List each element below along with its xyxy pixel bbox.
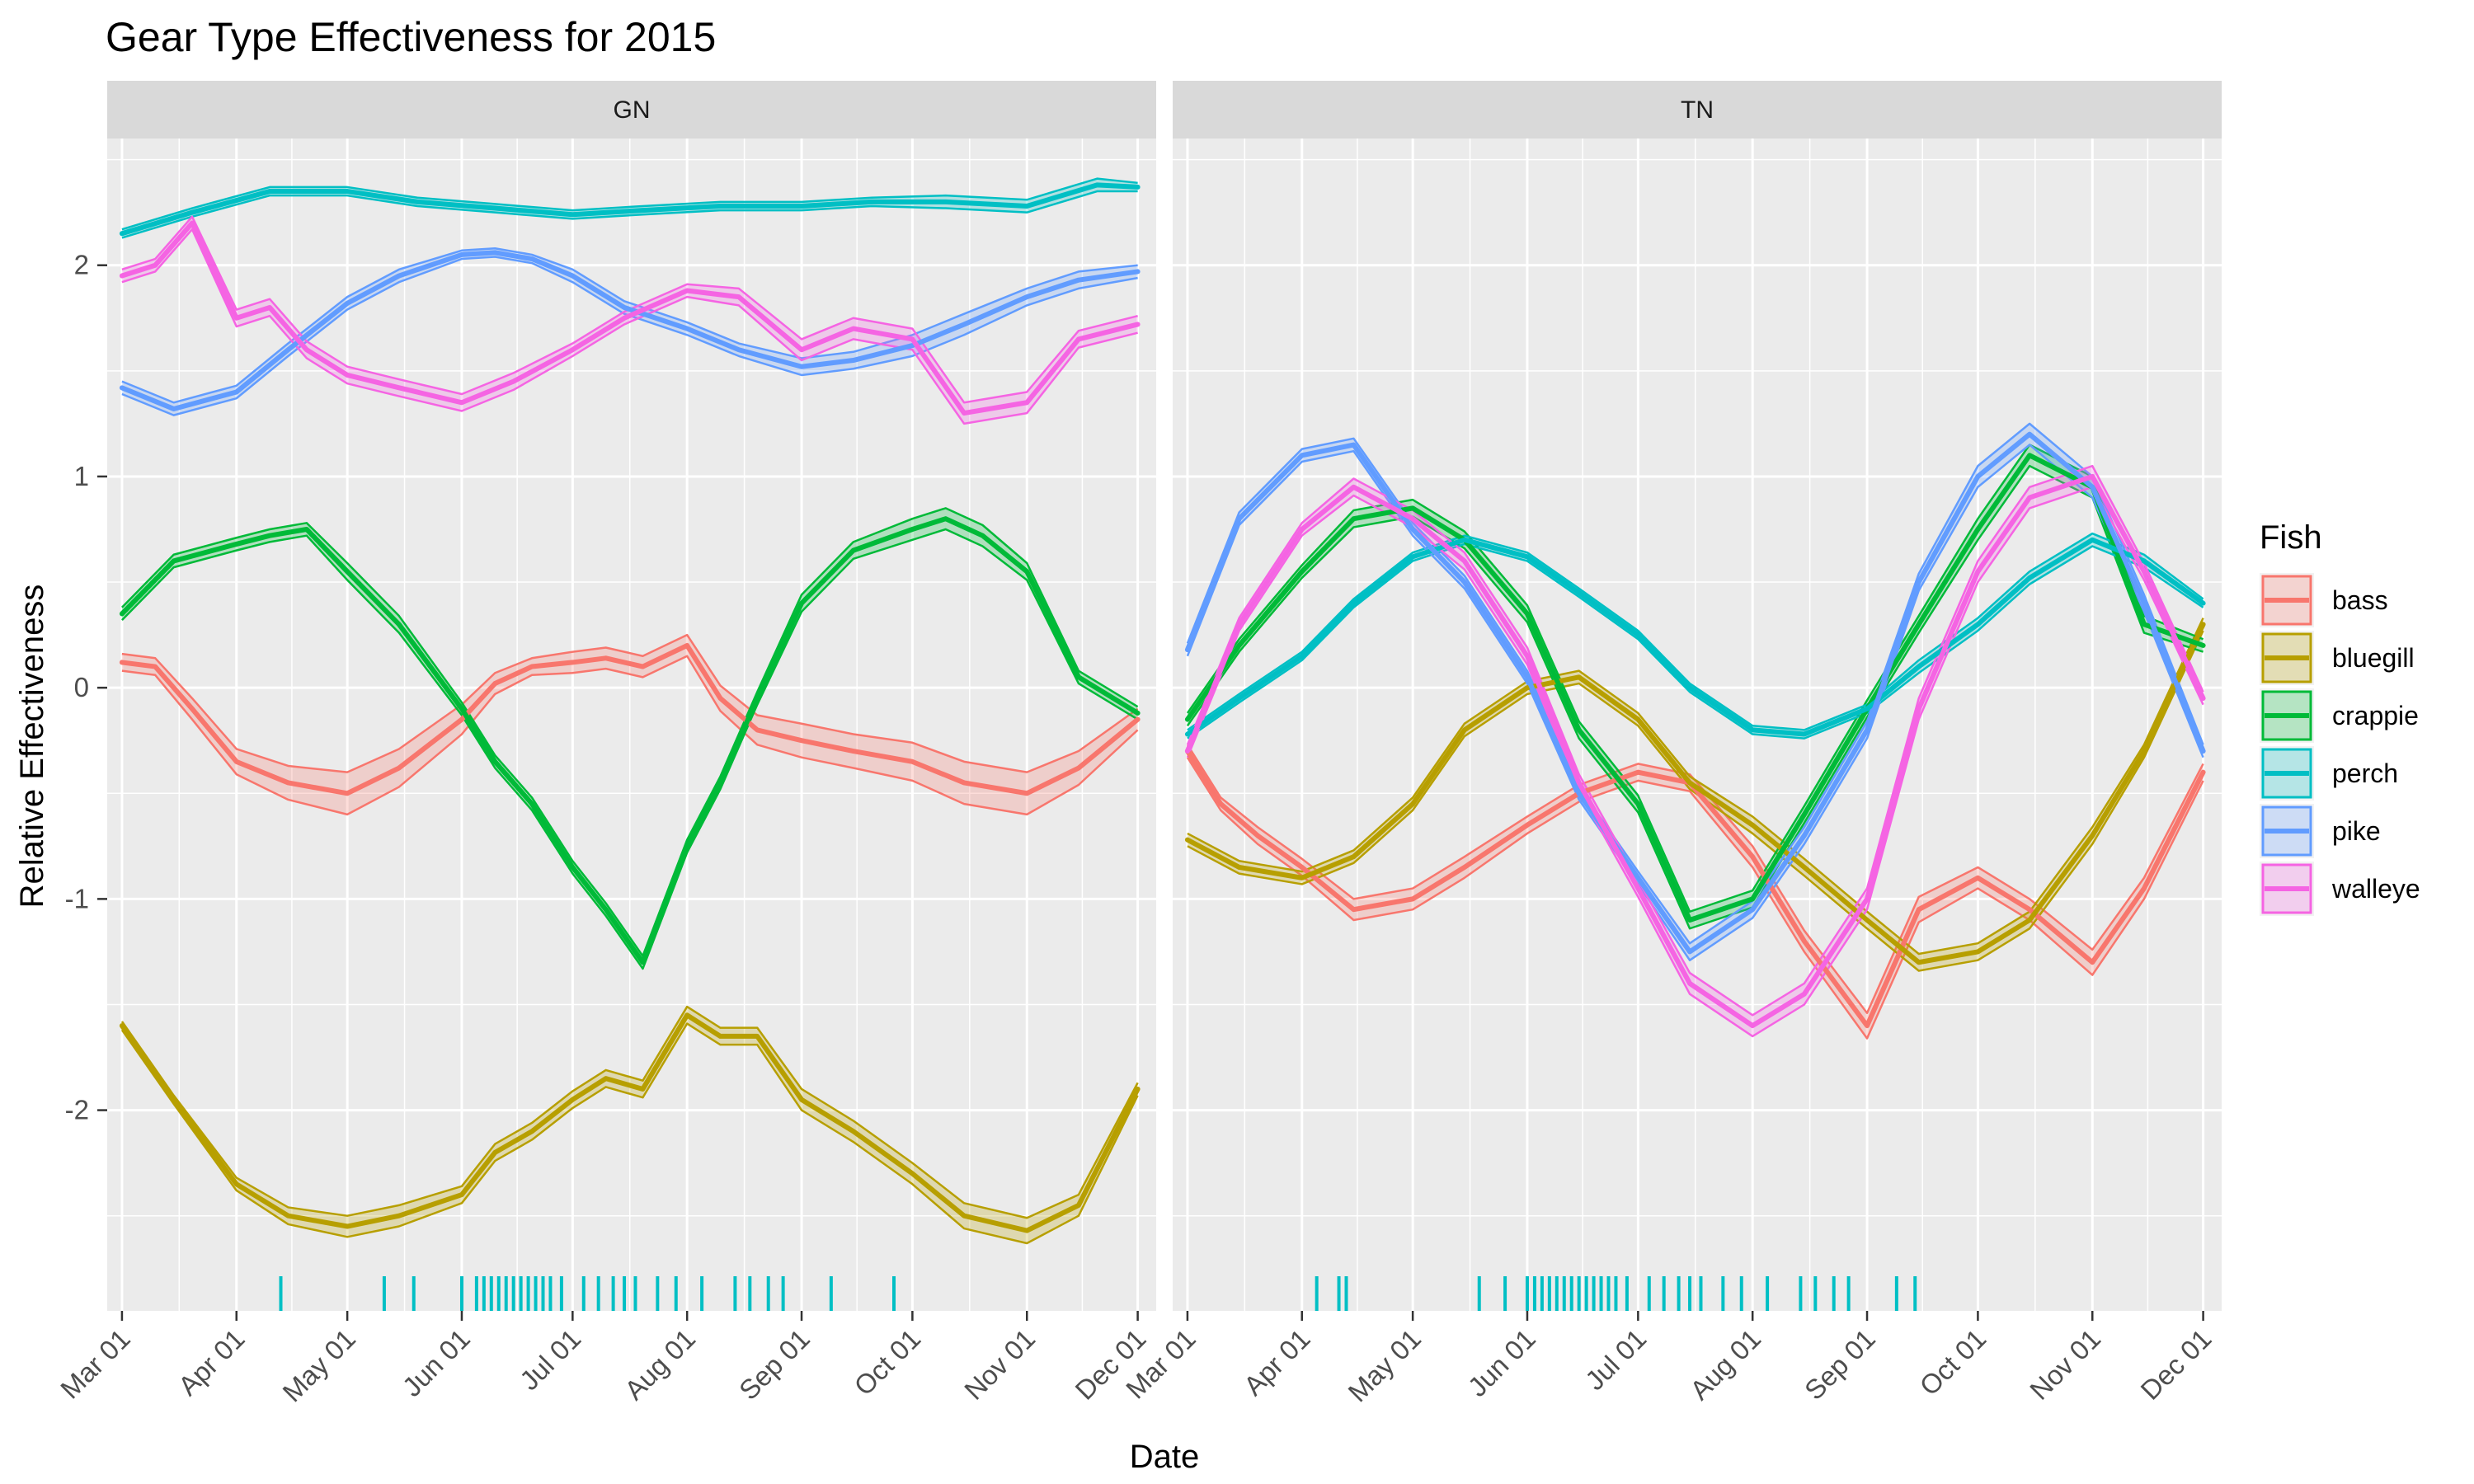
- legend-label-bluegill: bluegill: [2332, 643, 2415, 673]
- band-upper-bass: [121, 633, 1139, 773]
- band-lower-bass: [1186, 757, 2204, 1040]
- y-tick-label: -2: [65, 1095, 89, 1125]
- band-upper-bass: [1186, 744, 2204, 1014]
- band-walleye: [121, 216, 1138, 424]
- band-lower-bluegill: [120, 1022, 1139, 1245]
- strip-label-tn: TN: [1681, 96, 1714, 124]
- band-upper-perch: [121, 177, 1138, 231]
- band-lower-bluegill: [1187, 630, 2204, 972]
- band-lower-bass: [121, 655, 1139, 816]
- band-bluegill: [121, 1007, 1138, 1244]
- series-line-perch: [119, 182, 1141, 237]
- x-tick-label: Oct 01: [848, 1323, 926, 1402]
- panel-gn: GN: [107, 81, 1156, 1311]
- strip-label-gn: GN: [614, 96, 651, 124]
- x-tick-label: Dec 01: [2134, 1323, 2217, 1406]
- band-upper-pike: [121, 247, 1138, 404]
- band-lower-walleye: [121, 228, 1138, 425]
- band-lower-perch: [1187, 542, 2204, 740]
- band-upper-pike: [1186, 422, 2204, 945]
- grid-gn: [107, 139, 1156, 1311]
- series-line-pike: [1184, 431, 2206, 955]
- band-upper-walleye: [1186, 464, 2204, 1017]
- x-tick-label: Apr 01: [172, 1323, 251, 1402]
- x-axis-title: Date: [1130, 1439, 1200, 1475]
- plot-background-gn: [107, 139, 1156, 1311]
- rug-gn: [279, 1276, 896, 1311]
- x-tick-label: Oct 01: [1913, 1323, 1992, 1402]
- band-upper-bluegill: [120, 1005, 1139, 1219]
- band-lower-pike: [1186, 444, 2204, 961]
- plot-background-tn: [1173, 139, 2222, 1311]
- legend-key-walleye: [2260, 862, 2314, 916]
- legend-label-bass: bass: [2332, 585, 2388, 615]
- band-upper-crappie: [121, 507, 1139, 957]
- legend-label-perch: perch: [2332, 758, 2398, 788]
- legend-key-bass: [2260, 573, 2314, 627]
- legend-label-crappie: crappie: [2332, 701, 2419, 730]
- x-tick-label: Jun 01: [397, 1323, 476, 1402]
- x-tick-label: Mar 01: [54, 1323, 136, 1405]
- x-axis-tn: Mar 01 Apr 01 May 01 Jun 01 Jul 01 Aug 01 Sep …: [1120, 1311, 2218, 1408]
- x-tick-label: Sep 01: [733, 1323, 816, 1406]
- x-tick-label: Jul 01: [514, 1323, 586, 1396]
- band-lower-walleye: [1186, 486, 2204, 1038]
- rug-tn: [1315, 1276, 1917, 1311]
- series-line-bass: [119, 642, 1141, 796]
- band-upper-perch: [1187, 532, 2204, 731]
- legend: Fish bass bluegill crappie perch pike walleye: [2260, 519, 2420, 916]
- legend-key-pike: [2260, 804, 2314, 858]
- x-tick-label: Aug 01: [618, 1323, 701, 1406]
- y-tick-label: 1: [74, 461, 89, 491]
- band-upper-walleye: [121, 215, 1138, 404]
- y-tick-label: 2: [74, 250, 89, 280]
- band-lower-crappie: [121, 528, 1139, 970]
- strip-background-gn: [107, 81, 1156, 139]
- legend-key-perch: [2260, 746, 2314, 801]
- y-tick-label: 0: [74, 672, 89, 702]
- x-axis-gn: Mar 01 Apr 01 May 01 Jun 01 Jul 01 Aug 01 Sep …: [54, 1311, 1152, 1408]
- series-line-bluegill: [119, 1012, 1141, 1233]
- legend-title: Fish: [2260, 519, 2322, 556]
- series-line-bluegill: [1184, 622, 2206, 965]
- series-line-crappie: [1184, 453, 2206, 923]
- x-tick-label: May 01: [1342, 1323, 1427, 1408]
- lines-tn: [1184, 431, 2206, 1029]
- x-tick-label: May 01: [276, 1323, 361, 1408]
- legend-label-walleye: walleye: [2331, 874, 2420, 904]
- y-axis-title: Relative Effectiveness: [14, 585, 50, 909]
- y-tick-label: -1: [65, 883, 89, 913]
- y-axis: -2 -1 0 1 2: [65, 250, 107, 1125]
- legend-label-pike: pike: [2332, 816, 2381, 846]
- legend-key-bluegill: [2260, 631, 2314, 685]
- x-tick-label: Jun 01: [1462, 1323, 1541, 1402]
- band-lower-perch: [121, 190, 1138, 239]
- panel-tn: TN: [1173, 81, 2222, 1311]
- series-line-walleye: [1184, 473, 2206, 1029]
- series-line-walleye: [119, 220, 1141, 416]
- x-tick-label: Nov 01: [2024, 1323, 2106, 1406]
- legend-key-crappie: [2260, 688, 2314, 743]
- band-bass: [121, 635, 1138, 815]
- series-line-perch: [1184, 537, 2206, 737]
- band-lower-crappie: [1186, 464, 2204, 930]
- strip-background-tn: [1173, 81, 2222, 139]
- x-tick-label: Sep 01: [1799, 1323, 1881, 1406]
- x-tick-label: Nov 01: [958, 1323, 1041, 1406]
- series-line-crappie: [119, 516, 1141, 965]
- x-tick-label: Apr 01: [1238, 1323, 1316, 1402]
- x-tick-label: Aug 01: [1684, 1323, 1766, 1406]
- chart-title: Gear Type Effectiveness for 2015: [106, 14, 716, 60]
- lines-gn: [119, 182, 1141, 1233]
- x-tick-label: Jul 01: [1579, 1323, 1652, 1396]
